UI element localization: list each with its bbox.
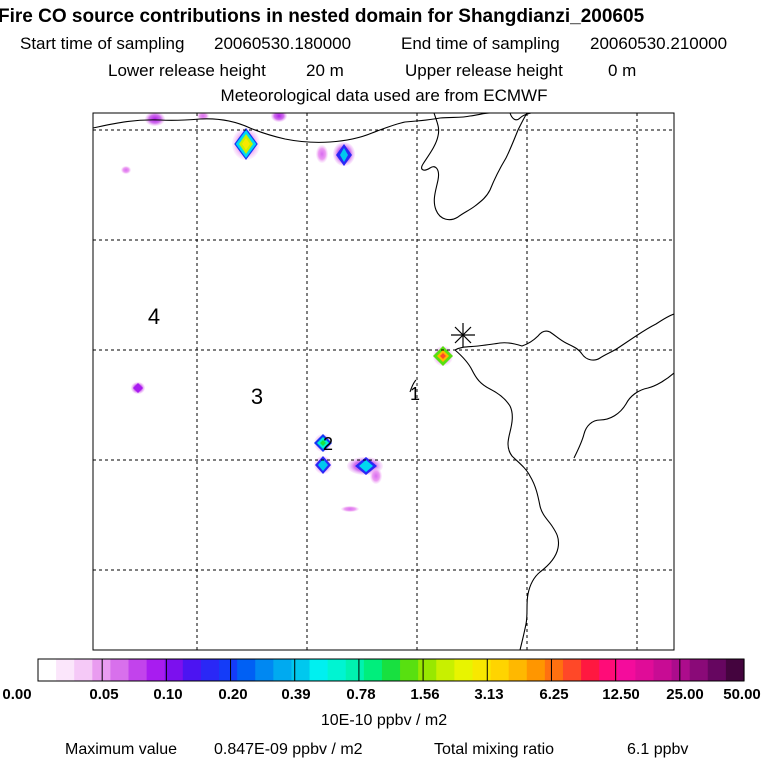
colorbar-swatch xyxy=(92,659,112,681)
colorbar-swatch xyxy=(508,659,528,681)
colorbar-swatch xyxy=(273,659,293,681)
colorbar-swatch xyxy=(707,659,727,681)
colorbar-swatch xyxy=(237,659,256,681)
total-mixing-ratio-value: 6.1 ppbv xyxy=(627,741,689,758)
colorbar-units: 10E-10 ppbv / m2 xyxy=(320,712,448,729)
colorbar-label: 0.10 xyxy=(153,686,183,703)
plume-blob xyxy=(320,440,326,446)
coastlines xyxy=(93,113,674,650)
colorbar-frame xyxy=(37,658,745,682)
plume-blob xyxy=(340,148,348,162)
colorbar-swatch xyxy=(200,659,220,681)
contour-label-1: 1 xyxy=(410,384,420,404)
max-value: 0.847E-09 ppbv / m2 xyxy=(214,741,363,758)
colorbar-swatch xyxy=(544,659,564,681)
colorbar-swatch xyxy=(599,659,618,681)
colorbar-swatch xyxy=(671,659,691,681)
upper-release-label: Upper release height xyxy=(405,61,563,80)
colorbar-swatch xyxy=(255,659,274,681)
plume-blob xyxy=(145,113,165,126)
colorbar-swatch xyxy=(472,659,492,681)
colorbar-swatch xyxy=(74,659,93,681)
upper-release-value: 0 m xyxy=(608,61,637,80)
colorbar-swatch xyxy=(526,659,546,681)
colorbar-label: 25.00 xyxy=(666,686,704,703)
colorbar-label: 0.05 xyxy=(89,686,119,703)
lower-release-label: Lower release height xyxy=(108,61,266,80)
colorbar xyxy=(38,659,745,681)
colorbar-swatch xyxy=(345,659,365,681)
plume-blob xyxy=(370,468,382,484)
colorbar-label: 0.20 xyxy=(218,686,248,703)
colorbar-swatch xyxy=(309,659,329,681)
meteorological-data-line: Meteorological data used are from ECMWF xyxy=(220,86,548,105)
colorbar-swatch xyxy=(562,659,582,681)
colorbar-label: 0.00 xyxy=(2,686,32,703)
plume-blob xyxy=(242,138,250,150)
colorbar-swatch xyxy=(454,659,474,681)
colorbar-swatch xyxy=(182,659,202,681)
lower-release-value: 20 m xyxy=(306,61,344,80)
plume-blob xyxy=(121,166,131,174)
colorbar-swatch xyxy=(653,659,673,681)
start-time-value: 20060530.180000 xyxy=(214,34,352,53)
colorbar-swatch xyxy=(327,659,347,681)
contour-label-3: 3 xyxy=(251,384,263,409)
colorbar-label: 6.25 xyxy=(539,686,569,703)
colorbar-swatch xyxy=(436,659,455,681)
colorbar-swatch xyxy=(219,659,238,681)
plume-blob xyxy=(440,353,446,359)
contour-label-2: 2 xyxy=(323,434,333,454)
colorbar-swatch xyxy=(490,659,510,681)
plume-blob xyxy=(359,460,373,472)
colorbar-swatch xyxy=(164,659,184,681)
plume-area xyxy=(121,113,453,512)
map-background xyxy=(93,113,674,650)
end-time-label: End time of sampling xyxy=(401,34,560,53)
plot-title: Fire CO source contributions in nested d… xyxy=(0,6,645,27)
colorbar-swatch xyxy=(363,659,383,681)
colorbar-swatch xyxy=(56,659,75,681)
plume-blob xyxy=(341,506,359,512)
plume-blob xyxy=(316,145,328,163)
end-time-value: 20060530.210000 xyxy=(590,34,728,53)
total-mixing-ratio-label: Total mixing ratio xyxy=(434,741,555,758)
colorbar-swatch xyxy=(725,659,745,681)
colorbar-label: 0.78 xyxy=(346,686,376,703)
colorbar-label: 50.00 xyxy=(723,686,761,703)
colorbar-swatch xyxy=(400,659,419,681)
plume-blob xyxy=(318,459,328,471)
map-grid xyxy=(93,113,674,650)
colorbar-swatch xyxy=(617,659,636,681)
colorbar-swatch xyxy=(381,659,401,681)
colorbar-swatch xyxy=(146,659,166,681)
asterisk-station-marker xyxy=(451,323,475,347)
colorbar-swatch xyxy=(689,659,709,681)
colorbar-swatch xyxy=(38,659,57,681)
start-time-label: Start time of sampling xyxy=(20,34,185,53)
colorbar-label: 1.56 xyxy=(410,686,440,703)
contour-label-4: 4 xyxy=(148,304,160,329)
colorbar-swatch xyxy=(418,659,437,681)
max-value-label: Maximum value xyxy=(65,741,178,758)
plume-blob xyxy=(197,113,209,120)
colorbar-swatch xyxy=(635,659,655,681)
colorbar-label: 3.13 xyxy=(474,686,504,703)
plume-blob xyxy=(133,383,143,393)
plume-blob xyxy=(271,113,287,122)
colorbar-label: 0.39 xyxy=(281,686,311,703)
colorbar-swatch xyxy=(581,659,600,681)
map-frame xyxy=(92,112,675,651)
colorbar-swatch xyxy=(110,659,130,681)
colorbar-swatch xyxy=(128,659,148,681)
colorbar-swatch xyxy=(291,659,311,681)
colorbar-label: 12.50 xyxy=(602,686,640,703)
